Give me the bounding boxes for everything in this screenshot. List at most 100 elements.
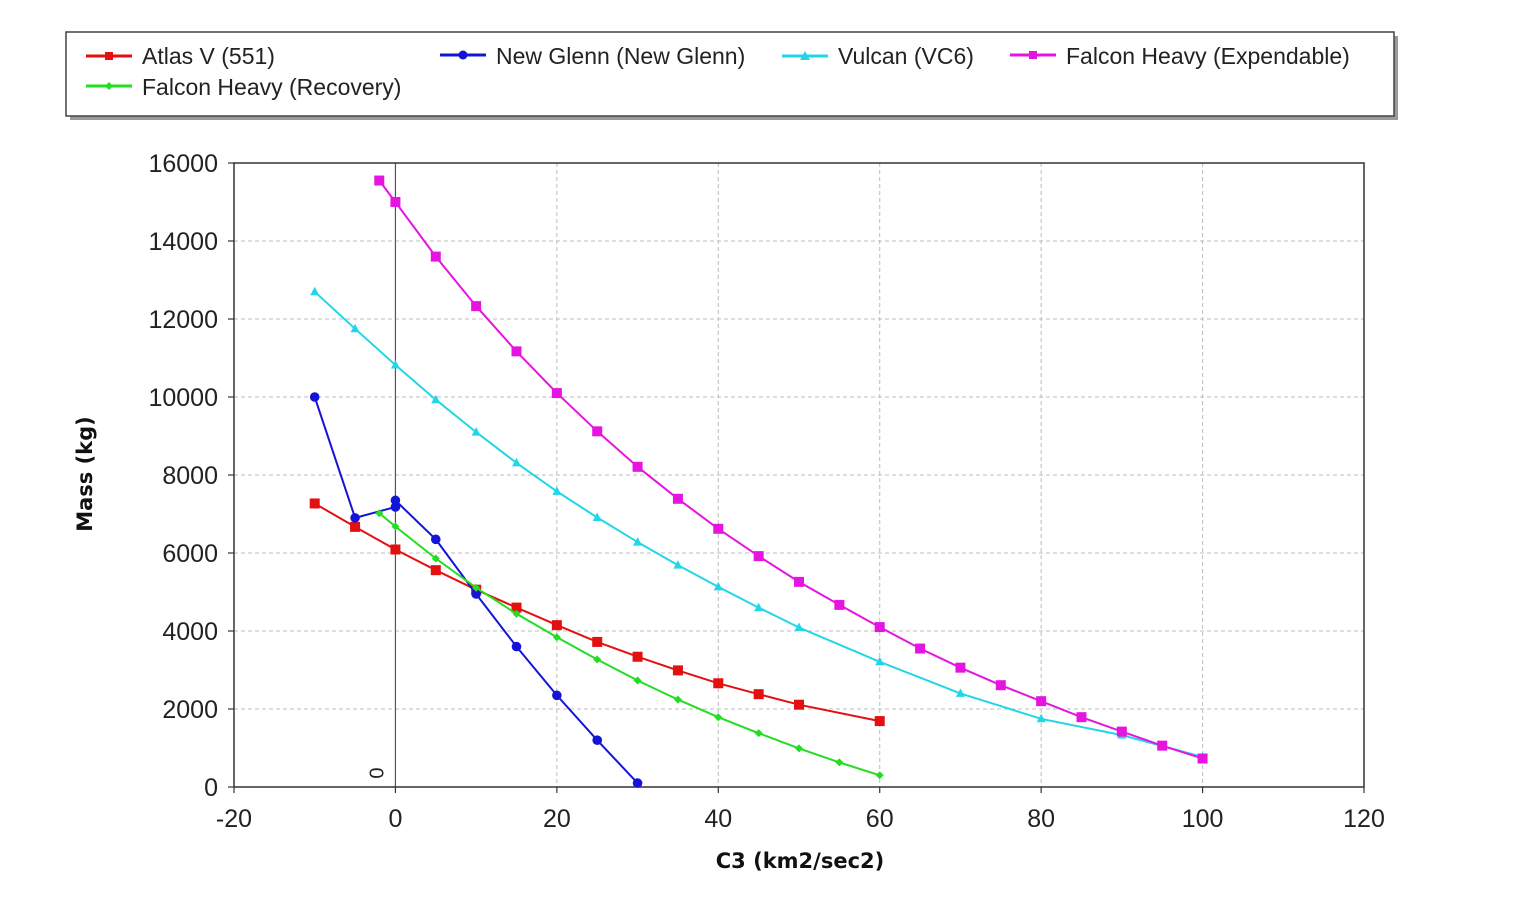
legend-marker [1029,51,1037,59]
y-tick-label: 2000 [162,696,218,724]
y-tick-label: 14000 [148,228,218,256]
data-point [592,735,603,745]
legend-entry-new-glenn: New Glenn (New Glenn) [440,43,745,69]
data-point [1036,713,1046,723]
data-point [673,560,683,569]
x-tick-label: 20 [543,805,571,833]
data-point [753,551,764,562]
data-point [551,388,562,399]
x-tick-label: 40 [704,805,732,833]
x-tick-label: -20 [216,805,252,833]
data-point [835,758,844,767]
data-point [511,346,522,357]
data-point [834,599,845,610]
legend-box [65,31,1395,117]
legend-label: Falcon Heavy (Recovery) [142,74,401,100]
series [309,175,1208,788]
y-tick-label: 10000 [148,384,218,412]
legend-entry-atlas-v: Atlas V (551) [86,43,275,69]
data-point [552,690,562,701]
data-point [552,633,561,642]
data-point [390,544,401,555]
data-point [632,461,643,472]
data-point [430,534,441,545]
series-2 [310,286,1208,761]
data-point [1197,753,1208,764]
data-point [512,609,521,618]
data-point [794,622,804,631]
data-point [713,523,724,534]
data-point [430,251,441,262]
series-line [314,502,880,723]
data-point [754,729,763,738]
series-line [378,179,1203,760]
zero-line-label: 0 [366,767,388,778]
series-line [314,290,1203,758]
series-3 [374,175,1208,764]
data-point [673,695,682,704]
x-axis-title: C3 (km2/sec2) [716,849,884,873]
legend-entry-falcon-heavy-expendable: Falcon Heavy (Expendable) [1010,43,1350,69]
data-point [713,581,723,591]
y-tick-label: 12000 [148,306,218,334]
legend-label: Falcon Heavy (Expendable) [1066,43,1350,69]
data-point [875,656,885,666]
axes: -20 0 20 40 60 80 100 120 0 2000 4000 6000 8000 10000… [148,150,1384,833]
data-point [350,513,360,523]
data-point [794,576,804,587]
legend-label: Atlas V (551) [142,43,275,69]
data-point [511,641,522,652]
y-axis-title: Mass (kg) [73,416,97,532]
data-point [672,665,683,676]
data-point [632,651,643,662]
data-point [471,301,482,312]
data-point [915,643,926,654]
y-tick-label: 4000 [162,618,218,646]
data-point [874,716,885,727]
data-point [390,197,401,207]
x-tick-label: 60 [866,805,894,833]
x-tick-label: 120 [1343,805,1385,833]
data-point [874,622,885,633]
data-point [593,655,602,664]
data-point [633,676,642,685]
data-point [430,565,441,576]
data-point [592,512,602,522]
x-tick-label: 80 [1027,805,1055,833]
data-point [390,502,401,512]
data-point [309,498,320,509]
legend: Atlas V (551) New Glenn (New Glenn) Vulc… [65,31,1398,120]
data-point [551,620,562,631]
data-point [1036,696,1047,707]
data-point [472,583,481,592]
data-point [471,589,481,599]
data-point [875,771,884,780]
data-point [431,394,441,404]
x-tick-label: 0 [388,805,402,833]
legend-label: Vulcan (VC6) [838,43,974,69]
data-point [955,662,966,673]
data-point [1076,712,1087,723]
legend-marker [105,82,113,90]
legend-label: New Glenn (New Glenn) [496,43,745,69]
data-point [552,486,562,495]
legend-marker [458,50,468,60]
data-point [391,522,400,531]
data-point [309,392,320,402]
plot-frame [233,162,1365,788]
data-point [471,427,481,436]
data-point [512,457,521,467]
data-point [431,554,440,563]
data-point [390,495,401,506]
series-1 [309,392,643,788]
series-line [378,512,881,777]
legend-marker [105,52,113,60]
legend-entry-falcon-heavy-recovery: Falcon Heavy (Recovery) [86,74,401,100]
data-point [632,778,643,788]
data-point [754,602,764,612]
data-point [633,537,643,546]
data-point [592,636,603,647]
data-point [672,493,683,504]
